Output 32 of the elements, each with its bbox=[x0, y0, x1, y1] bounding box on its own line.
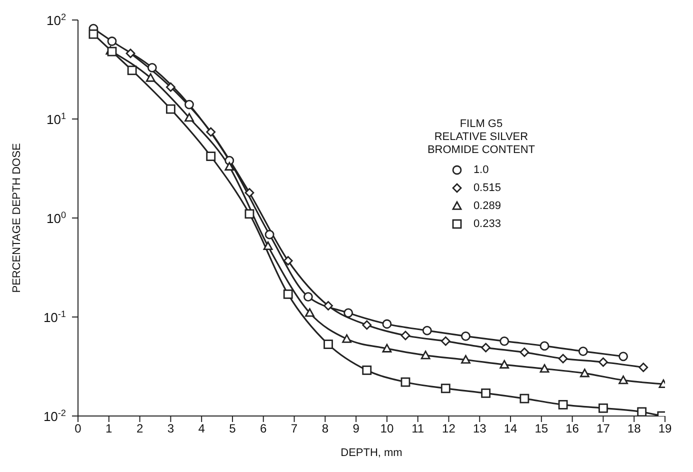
x-tick-label: 13 bbox=[472, 422, 487, 436]
x-tick-label: 6 bbox=[260, 422, 268, 436]
x-tick-label: 16 bbox=[566, 422, 580, 436]
x-tick-label: 8 bbox=[322, 422, 329, 436]
y-tick-label: 10$^{2}$ bbox=[46, 12, 66, 28]
x-tick-label: 12 bbox=[442, 422, 456, 436]
x-tick-label: 3 bbox=[167, 422, 174, 436]
x-tick-label: 15 bbox=[534, 422, 548, 436]
x-axis-title: DEPTH, mm bbox=[340, 447, 402, 459]
legend-label: 1.0 bbox=[473, 164, 489, 176]
y-tick-label: 10$^{0}$ bbox=[46, 210, 66, 226]
legend-label: 0.233 bbox=[473, 218, 501, 230]
x-tick-label: 9 bbox=[352, 422, 360, 436]
x-tick-label: 17 bbox=[596, 422, 610, 436]
x-tick-label: 5 bbox=[229, 422, 236, 436]
x-tick-label: 19 bbox=[658, 422, 672, 436]
x-tick-label: 0 bbox=[74, 422, 82, 436]
x-tick-label: 18 bbox=[627, 422, 642, 436]
y-tick-label: 10$^{-1}$ bbox=[43, 309, 66, 325]
x-tick-label: 4 bbox=[198, 422, 206, 436]
y-axis-title: PERCENTAGE DEPTH DOSE bbox=[10, 143, 23, 293]
x-tick-label: 11 bbox=[412, 422, 424, 436]
x-tick-label: 14 bbox=[504, 422, 518, 436]
legend-title: FILM G5 RELATIVE SILVER BROMIDE CONTENT bbox=[427, 118, 535, 157]
x-tick-label: 1 bbox=[106, 422, 113, 436]
x-tick-label: 10 bbox=[380, 422, 394, 436]
x-tick-label: 7 bbox=[290, 422, 298, 436]
y-tick-label: 10$^{-2}$ bbox=[43, 408, 66, 424]
legend-label: 0.515 bbox=[473, 182, 501, 194]
x-tick-label: 2 bbox=[136, 422, 144, 436]
y-tick-label: 10$^{1}$ bbox=[46, 111, 66, 127]
legend-label: 0.289 bbox=[473, 200, 501, 212]
